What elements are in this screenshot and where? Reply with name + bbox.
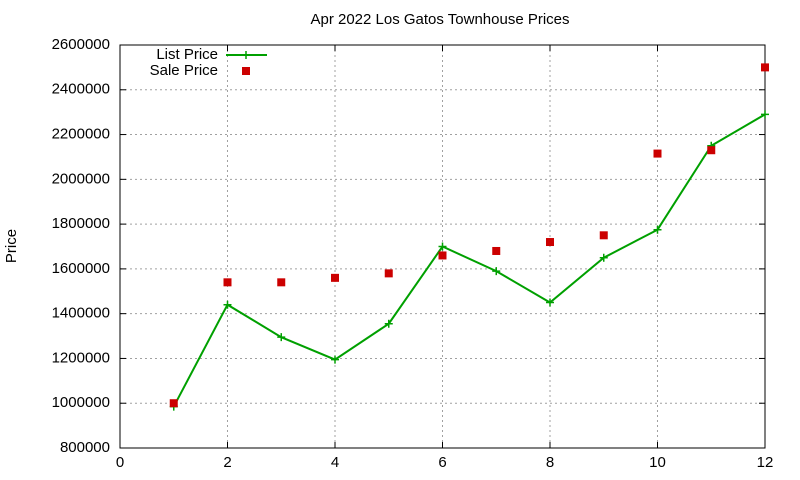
series-line	[172, 113, 766, 408]
point	[384, 269, 393, 278]
point	[438, 242, 447, 251]
chart-title: Apr 2022 Los Gatos Townhouse Prices	[310, 11, 569, 28]
point	[761, 110, 769, 119]
point	[546, 238, 554, 247]
point	[331, 355, 339, 364]
legend-marker	[242, 51, 250, 59]
x-tick-label: 8	[546, 454, 554, 471]
y-axis-label: Price	[3, 229, 20, 263]
point	[438, 251, 447, 260]
point	[546, 298, 554, 307]
legend-label: List Price	[156, 46, 218, 63]
x-tick-label: 0	[116, 454, 124, 471]
y-tick-label: 2400000	[52, 81, 110, 98]
x-tick-label: 4	[331, 454, 339, 471]
point	[169, 399, 178, 408]
point	[277, 278, 286, 287]
y-tick-label: 1600000	[52, 260, 110, 277]
x-tick-label: 6	[438, 454, 446, 471]
y-tick-label: 800000	[60, 439, 110, 456]
y-tick-label: 1200000	[52, 349, 110, 366]
point	[599, 231, 608, 240]
legend-label: Sale Price	[150, 62, 218, 79]
point	[492, 267, 501, 276]
plot-frame	[119, 44, 766, 449]
y-tick-label: 2200000	[52, 126, 110, 143]
point	[492, 246, 501, 255]
x-tick-label: 12	[757, 454, 774, 471]
y-tick-label: 2600000	[52, 36, 110, 53]
point	[384, 319, 393, 328]
point	[331, 273, 339, 282]
y-tick-label: 1800000	[52, 215, 110, 232]
y-tick-label: 2000000	[52, 170, 110, 187]
point	[277, 333, 286, 342]
point	[223, 278, 232, 287]
point	[761, 63, 769, 72]
point	[653, 225, 662, 234]
point	[223, 300, 232, 309]
y-tick-label: 1000000	[52, 394, 110, 411]
point	[707, 146, 716, 155]
point	[653, 149, 662, 158]
x-tick-label: 2	[223, 454, 231, 471]
point	[599, 253, 608, 262]
y-tick-label: 1400000	[52, 305, 110, 322]
x-tick-label: 10	[649, 454, 666, 471]
legend-marker	[242, 67, 250, 75]
